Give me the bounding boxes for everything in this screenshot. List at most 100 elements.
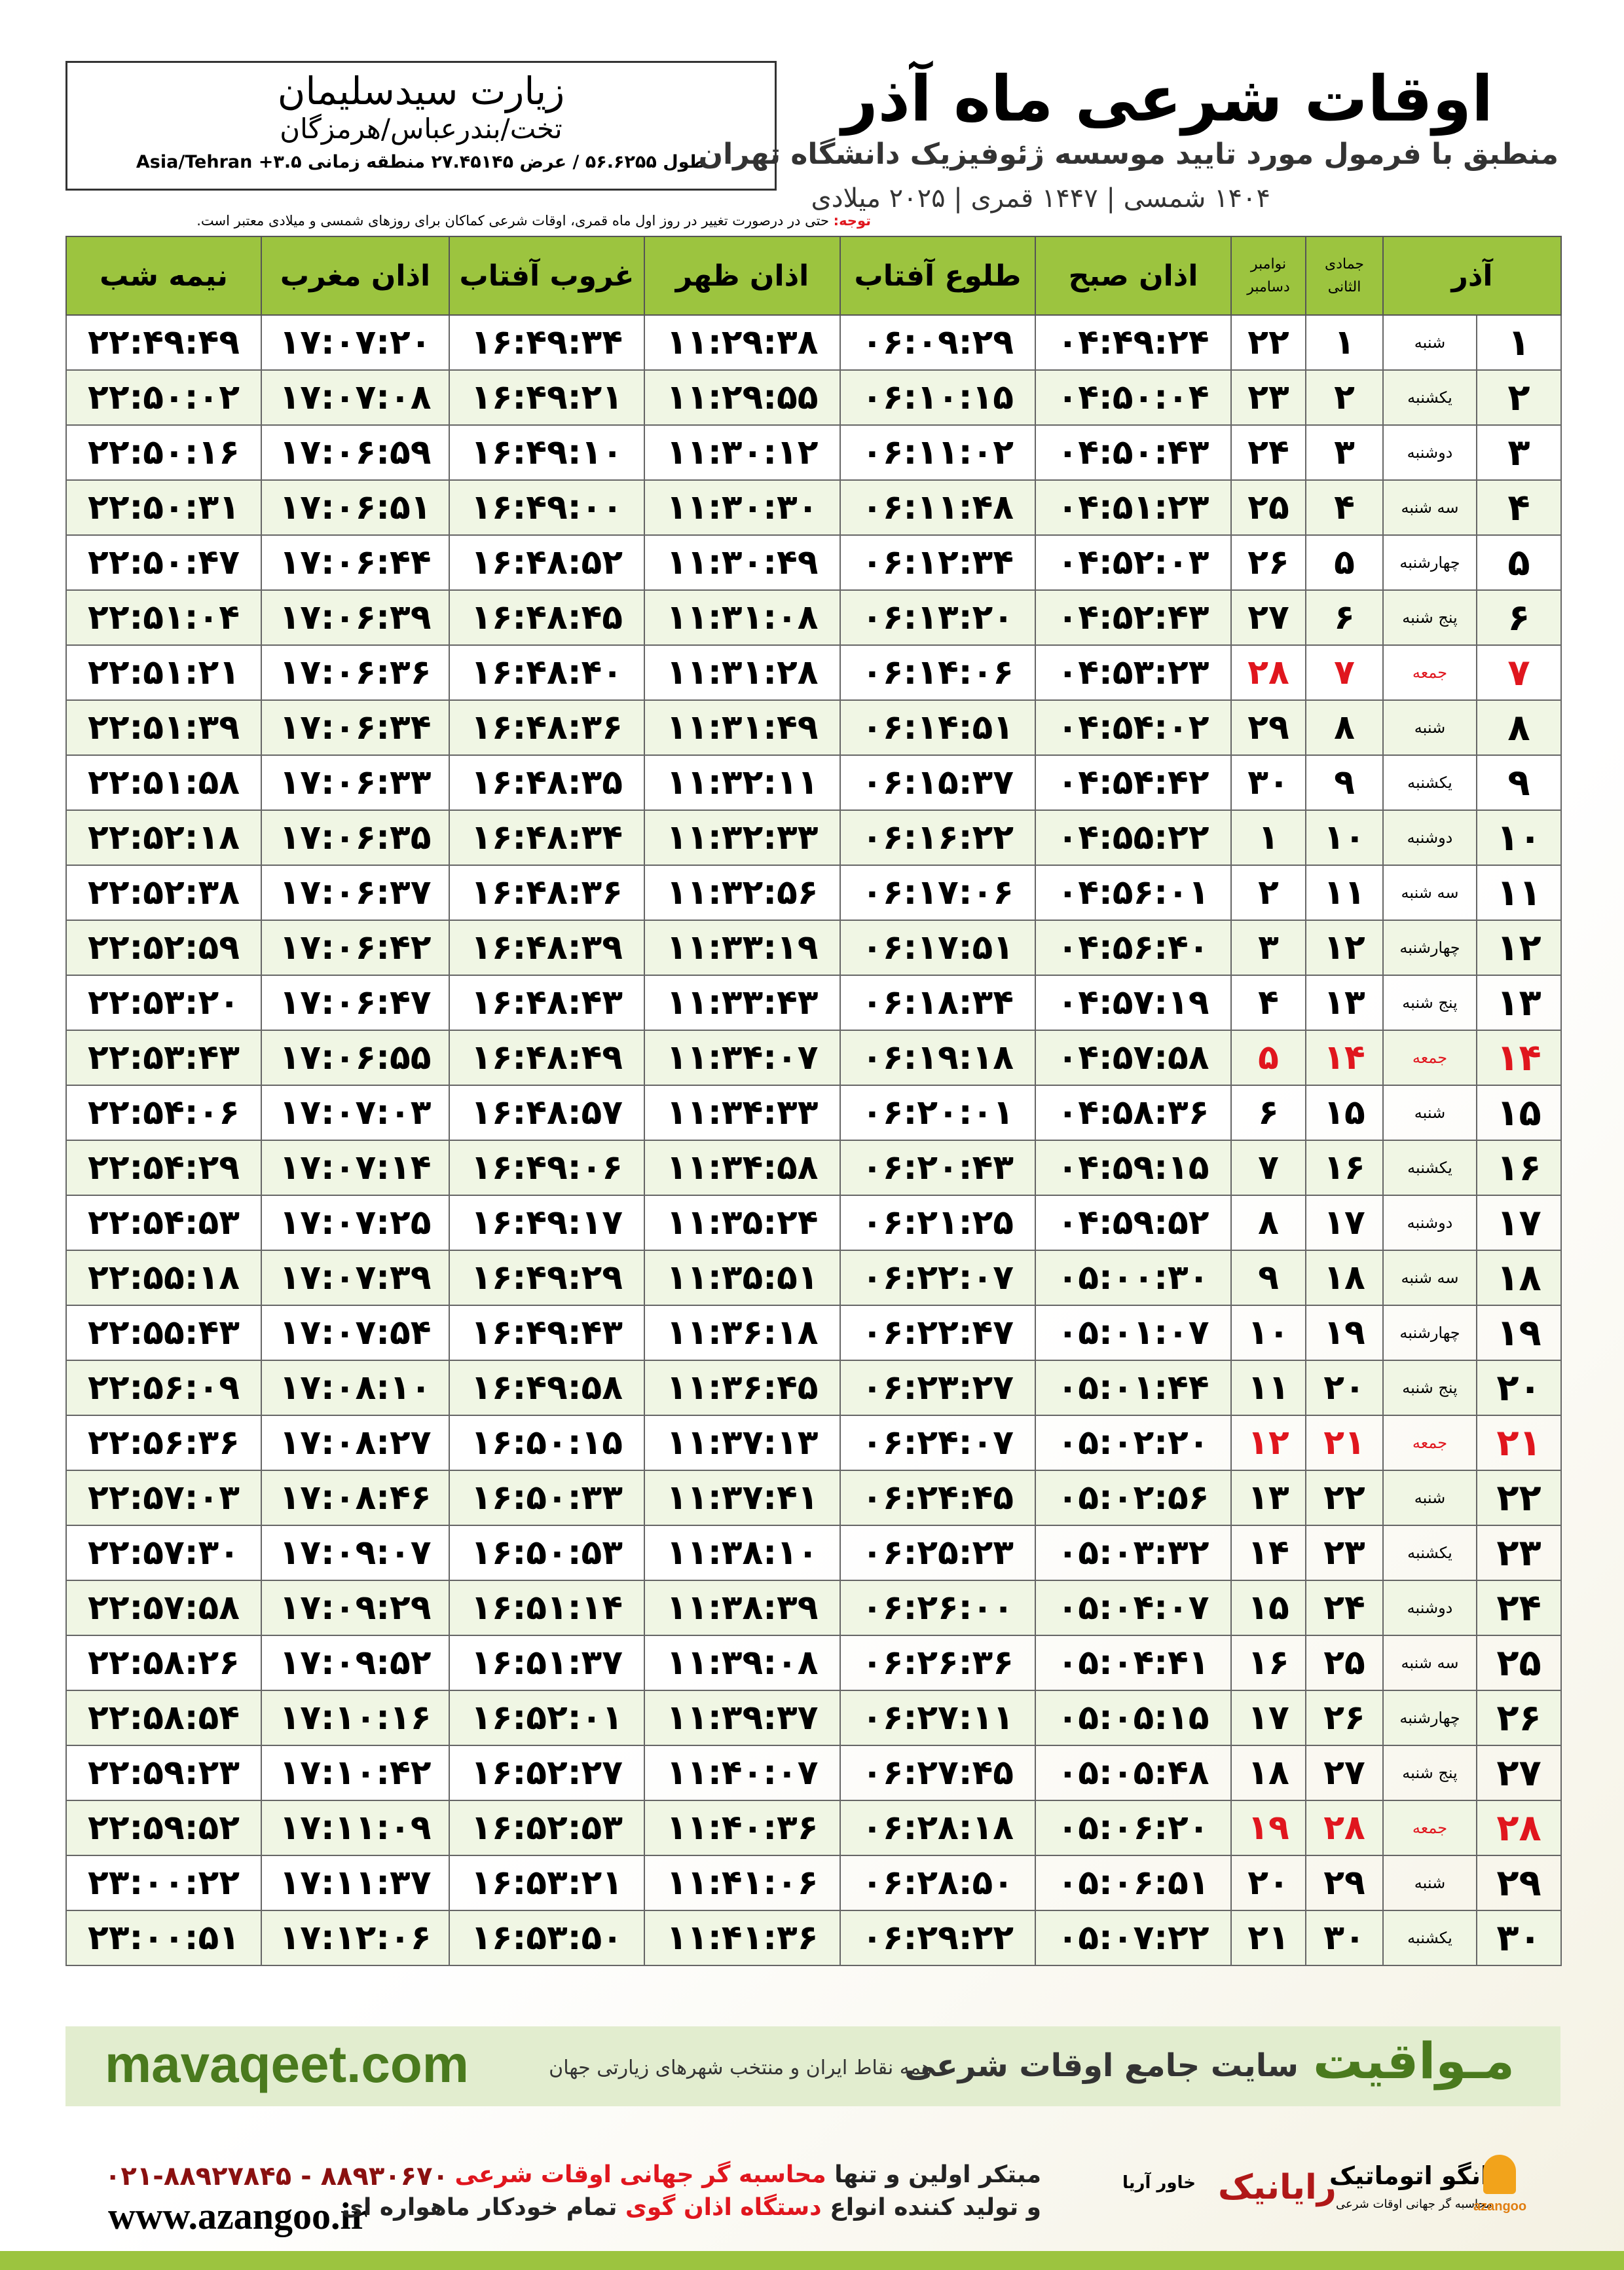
time-cell: ۰۴:۵۸:۳۶	[1035, 1085, 1232, 1141]
website[interactable]: www.azangoo.ir	[108, 2195, 368, 2237]
date-cell: جمعه	[1382, 1030, 1477, 1086]
time-cell: ۲۲:۵۲:۱۸	[65, 809, 262, 866]
time-cell: ۰۵:۰۶:۲۰	[1035, 1800, 1232, 1856]
date-cell: ۲۰	[1230, 1855, 1306, 1911]
date-cell: شنبه	[1382, 1470, 1477, 1526]
date-cell: شنبه	[1382, 699, 1477, 756]
date-cell: ۱۴	[1305, 1030, 1384, 1086]
location-box: زیارت سیدسلیمان تخت/بندرعباس/هرمزگان طول…	[65, 61, 777, 191]
time-cell: ۱۱:۲۹:۵۵	[644, 369, 841, 426]
time-cell: ۰۶:۲۴:۴۵	[840, 1470, 1036, 1526]
date-cell: ۲۹	[1476, 1855, 1562, 1911]
date-cell: ۷	[1230, 1140, 1306, 1196]
time-cell: ۱۷:۰۶:۳۳	[261, 754, 450, 811]
date-cell: ۳	[1476, 424, 1562, 481]
date-cell: ۶	[1305, 589, 1384, 646]
time-cell: ۱۱:۳۱:۴۹	[644, 699, 841, 756]
time-cell: ۱۶:۵۳:۲۱	[449, 1855, 645, 1911]
logo-khavar: خاور آریا	[1122, 2173, 1196, 2193]
time-cell: ۰۴:۵۹:۱۵	[1035, 1140, 1232, 1196]
date-cell: سه شنبه	[1382, 479, 1477, 536]
date-cell: ۲۵	[1230, 479, 1306, 536]
table-row: ۳ دوشنبه ۳ ۲۴ ۰۴:۵۰:۴۳ ۰۶:۱۱:۰۲ ۱۱:۳۰:۱۲ ۱۶:۴۹:…	[65, 424, 1562, 481]
date-cell: ۵	[1230, 1030, 1306, 1086]
time-cell: ۲۳:۰۰:۵۱	[65, 1910, 262, 1966]
date-cell: ۱	[1305, 314, 1384, 371]
date-cell: ۱۷	[1305, 1195, 1384, 1251]
time-cell: ۲۲:۵۶:۳۶	[65, 1415, 262, 1471]
time-cell: ۲۲:۵۰:۳۱	[65, 479, 262, 536]
time-cell: ۱۶:۴۸:۴۰	[449, 644, 645, 701]
location-coords: طول ۵۶.۶۲۵۵ / عرض ۲۷.۴۵۱۴۵ منطقه زمانی ۳…	[136, 152, 707, 173]
time-cell: ۱۷:۰۷:۰۸	[261, 369, 450, 426]
time-cell: ۰۶:۲۴:۰۷	[840, 1415, 1036, 1471]
time-cell: ۱۱:۳۹:۳۷	[644, 1690, 841, 1746]
time-cell: ۱۶:۴۹:۰۰	[449, 479, 645, 536]
time-cell: ۰۵:۰۴:۰۷	[1035, 1580, 1232, 1636]
time-cell: ۲۲:۵۷:۵۸	[65, 1580, 262, 1636]
time-cell: ۱۷:۰۶:۵۵	[261, 1030, 450, 1086]
table-row: ۶ پنج شنبه ۶ ۲۷ ۰۴:۵۲:۴۳ ۰۶:۱۳:۲۰ ۱۱:۳۱:۰۸ ۱۶:۴…	[65, 589, 1562, 646]
slogan: سایت جامع اوقات شرعی	[904, 2047, 1299, 2084]
date-cell: دوشنبه	[1382, 424, 1477, 481]
table-row: ۲۰ پنج شنبه ۲۰ ۱۱ ۰۵:۰۱:۴۴ ۰۶:۲۳:۲۷ ۱۱:۳۶:۴۵ ۱۶…	[65, 1360, 1562, 1416]
time-cell: ۱۱:۳۸:۱۰	[644, 1525, 841, 1581]
time-cell: ۰۵:۰۶:۵۱	[1035, 1855, 1232, 1911]
time-cell: ۰۶:۱۴:۰۶	[840, 644, 1036, 701]
date-cell: دوشنبه	[1382, 809, 1477, 866]
date-cell: ۲۲	[1476, 1470, 1562, 1526]
time-cell: ۲۲:۵۹:۲۳	[65, 1745, 262, 1801]
date-cell: سه شنبه	[1382, 1250, 1477, 1306]
time-cell: ۱۶:۴۸:۳۶	[449, 699, 645, 756]
years: ۱۴۰۴ شمسی | ۱۴۴۷ قمری | ۲۰۲۵ میلادی	[811, 183, 1270, 214]
table-row: ۱۲ چهارشنبه ۱۲ ۳ ۰۴:۵۶:۴۰ ۰۶:۱۷:۵۱ ۱۱:۳۳:۱۹ ۱۶:…	[65, 920, 1562, 976]
time-cell: ۱۷:۰۹:۲۹	[261, 1580, 450, 1636]
time-cell: ۱۷:۰۶:۳۷	[261, 865, 450, 921]
time-cell: ۰۴:۵۱:۲۳	[1035, 479, 1232, 536]
time-cell: ۰۶:۱۷:۵۱	[840, 920, 1036, 976]
date-cell: ۱۳	[1305, 975, 1384, 1031]
time-header: غروب آفتاب	[449, 236, 645, 316]
tagline: همه نقاط ایران و منتخب شهرهای زیارتی جها…	[549, 2056, 932, 2079]
time-cell: ۰۵:۰۰:۳۰	[1035, 1250, 1232, 1306]
time-cell: ۱۶:۴۹:۱۰	[449, 424, 645, 481]
date-cell: دوشنبه	[1382, 1195, 1477, 1251]
time-cell: ۰۶:۲۵:۲۳	[840, 1525, 1036, 1581]
date-cell: ۲۳	[1476, 1525, 1562, 1581]
time-cell: ۱۶:۴۹:۳۴	[449, 314, 645, 371]
time-cell: ۰۵:۰۴:۴۱	[1035, 1635, 1232, 1691]
date-cell: شنبه	[1382, 314, 1477, 371]
date-cell: ۱۹	[1230, 1800, 1306, 1856]
time-cell: ۲۲:۵۰:۰۲	[65, 369, 262, 426]
time-cell: ۱۱:۳۹:۰۸	[644, 1635, 841, 1691]
time-cell: ۰۶:۲۶:۳۶	[840, 1635, 1036, 1691]
date-cell: ۱۵	[1305, 1085, 1384, 1141]
url[interactable]: mavaqeet.com	[105, 2035, 469, 2093]
time-cell: ۰۴:۵۷:۱۹	[1035, 975, 1232, 1031]
date-cell: جمعه	[1382, 1800, 1477, 1856]
table-row: ۲ یکشنبه ۲ ۲۳ ۰۴:۵۰:۰۴ ۰۶:۱۰:۱۵ ۱۱:۲۹:۵۵ ۱۶:۴۹:…	[65, 369, 1562, 426]
time-cell: ۰۴:۵۰:۰۴	[1035, 369, 1232, 426]
date-cell: ۹	[1230, 1250, 1306, 1306]
table-row: ۱۶ یکشنبه ۱۶ ۷ ۰۴:۵۹:۱۵ ۰۶:۲۰:۴۳ ۱۱:۳۴:۵۸ ۱۶:۴۹…	[65, 1140, 1562, 1196]
time-cell: ۰۵:۰۵:۱۵	[1035, 1690, 1232, 1746]
note-text: حتی در درصورت تغییر در روز اول ماه قمری،…	[196, 213, 829, 229]
gregorian-header: نوامبر دسامبر	[1230, 236, 1306, 316]
time-cell: ۱۶:۴۸:۳۴	[449, 809, 645, 866]
date-cell: ۱۱	[1476, 865, 1562, 921]
time-cell: ۲۲:۵۵:۴۳	[65, 1305, 262, 1361]
table-row: ۵ چهارشنبه ۵ ۲۶ ۰۴:۵۲:۰۳ ۰۶:۱۲:۳۴ ۱۱:۳۰:۴۹ ۱۶:۴…	[65, 534, 1562, 591]
time-header: طلوع آفتاب	[840, 236, 1036, 316]
time-cell: ۰۶:۲۰:۴۳	[840, 1140, 1036, 1196]
time-cell: ۱۱:۳۰:۳۰	[644, 479, 841, 536]
date-cell: ۱۲	[1476, 920, 1562, 976]
time-cell: ۰۶:۲۸:۵۰	[840, 1855, 1036, 1911]
time-cell: ۱۷:۱۱:۳۷	[261, 1855, 450, 1911]
time-cell: ۱۶:۵۱:۱۴	[449, 1580, 645, 1636]
time-cell: ۲۲:۵۱:۰۴	[65, 589, 262, 646]
table-row: ۱۱ سه شنبه ۱۱ ۲ ۰۴:۵۶:۰۱ ۰۶:۱۷:۰۶ ۱۱:۳۲:۵۶ ۱۶:۴…	[65, 865, 1562, 921]
footer-line: و تولید کننده انواع دستگاه اذان گوی تمام…	[342, 2194, 1041, 2221]
time-cell: ۱۷:۰۷:۵۴	[261, 1305, 450, 1361]
time-cell: ۱۷:۰۶:۳۶	[261, 644, 450, 701]
prayer-table: آذر جمادی الثانی نوامبر دسامبر اذان صبح ط…	[65, 236, 1562, 1966]
